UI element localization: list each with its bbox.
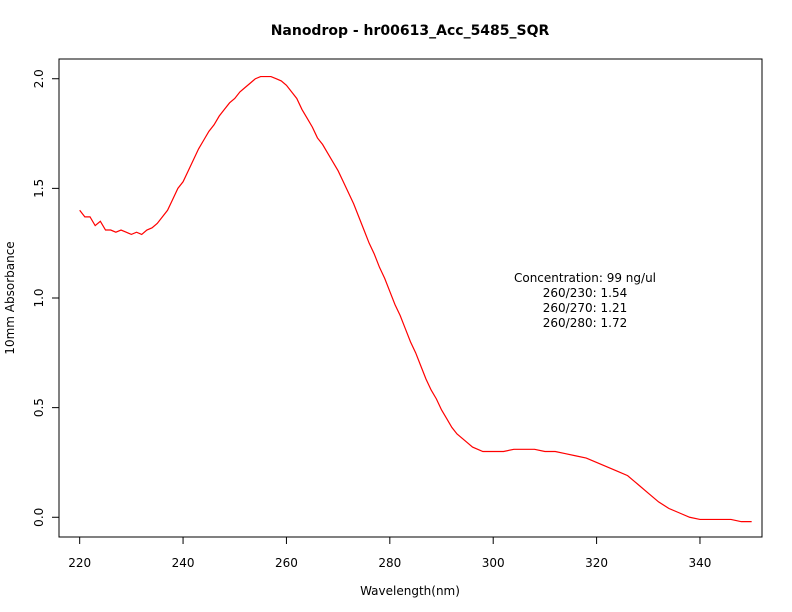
x-tick-label: 260 (275, 556, 298, 570)
y-tick-label: 1.0 (32, 288, 46, 307)
x-tick-label: 240 (172, 556, 195, 570)
annotation-260-280: 260/280: 1.72 (543, 316, 627, 330)
absorbance-series-line (79, 75, 752, 523)
chart-title: Nanodrop - hr00613_Acc_5485_SQR (271, 23, 550, 39)
measurement-annotations: Concentration: 99 ng/ul 260/230: 1.54 26… (514, 271, 656, 330)
y-tick-label: 0.0 (32, 508, 46, 527)
x-axis: 220 240 260 280 300 320 340 (68, 536, 712, 570)
y-tick-label: 2.0 (32, 69, 46, 88)
x-tick-label: 220 (68, 556, 91, 570)
annotation-concentration: Concentration: 99 ng/ul (514, 271, 656, 285)
y-tick-label: 1.5 (32, 179, 46, 198)
plot-frame (58, 58, 763, 538)
x-tick-label: 340 (689, 556, 712, 570)
x-tick-label: 280 (378, 556, 401, 570)
y-axis: 0.0 0.5 1.0 1.5 2.0 (32, 69, 60, 527)
annotation-260-270: 260/270: 1.21 (543, 301, 627, 315)
y-tick-label: 0.5 (32, 398, 46, 417)
x-tick-label: 300 (482, 556, 505, 570)
x-axis-label: Wavelength(nm) (360, 584, 460, 598)
x-tick-label: 320 (585, 556, 608, 570)
annotation-260-230: 260/230: 1.54 (543, 286, 627, 300)
y-axis-label: 10mm Absorbance (3, 241, 17, 354)
